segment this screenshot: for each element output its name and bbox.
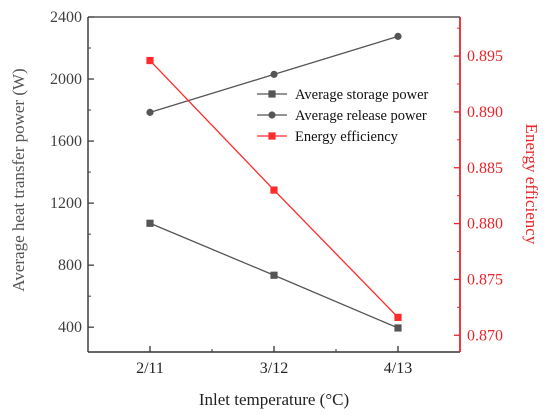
left-tick-label: 1200 (50, 195, 82, 212)
right-axis-label: Energy efficiency (522, 124, 541, 245)
right-tick-label: 0.895 (467, 48, 503, 65)
x-tick-label: 3/12 (260, 360, 288, 377)
x-tick-label: 2/11 (136, 360, 164, 377)
data-point (394, 32, 402, 40)
left-tick-label: 800 (58, 257, 82, 274)
legend-item: Average storage power (257, 87, 429, 103)
left-tick-label: 2000 (50, 71, 82, 88)
left-tick-label: 1600 (50, 133, 82, 150)
series-2 (146, 32, 402, 116)
data-point (146, 56, 154, 65)
legend-label: Average release power (295, 108, 427, 124)
series-layer (146, 32, 402, 332)
data-point (270, 70, 278, 78)
series-3 (146, 56, 402, 321)
legend-item: Energy efficiency (257, 129, 399, 145)
left-axis-ticks: 400 800 1200 1600 2000 2400 (50, 9, 94, 336)
left-axis-label: Average heat transfer power (W) (9, 68, 28, 291)
left-tick-label: 2400 (50, 9, 82, 26)
legend-item: Average release power (257, 108, 427, 124)
legend-label: Energy efficiency (295, 129, 399, 145)
legend-swatch-marker (268, 132, 276, 140)
right-tick-label: 0.885 (467, 160, 503, 177)
legend-swatch-marker (268, 90, 276, 98)
legend-label: Average storage power (295, 87, 429, 103)
data-point (146, 108, 154, 116)
data-point (146, 219, 154, 227)
left-tick-label: 400 (58, 319, 82, 336)
axes (87, 16, 461, 353)
x-axis-ticks: 2/11 3/12 4/13 (136, 346, 412, 377)
x-axis-label: Inlet temperature (°C) (199, 390, 349, 409)
right-tick-label: 0.880 (467, 216, 503, 233)
right-tick-label: 0.875 (467, 271, 503, 288)
data-point (270, 271, 278, 279)
right-tick-label: 0.870 (467, 327, 503, 344)
data-point (270, 186, 278, 194)
right-tick-label: 0.890 (467, 104, 503, 121)
series-1 (146, 219, 402, 332)
legend: Average storage power Average release pow… (257, 87, 429, 145)
data-point (394, 324, 402, 332)
right-axis-ticks: 0.870 0.875 0.880 0.885 0.890 0.895 (454, 27, 503, 344)
data-point (394, 313, 402, 321)
legend-swatch-marker (268, 111, 276, 119)
x-tick-label: 4/13 (384, 360, 412, 377)
